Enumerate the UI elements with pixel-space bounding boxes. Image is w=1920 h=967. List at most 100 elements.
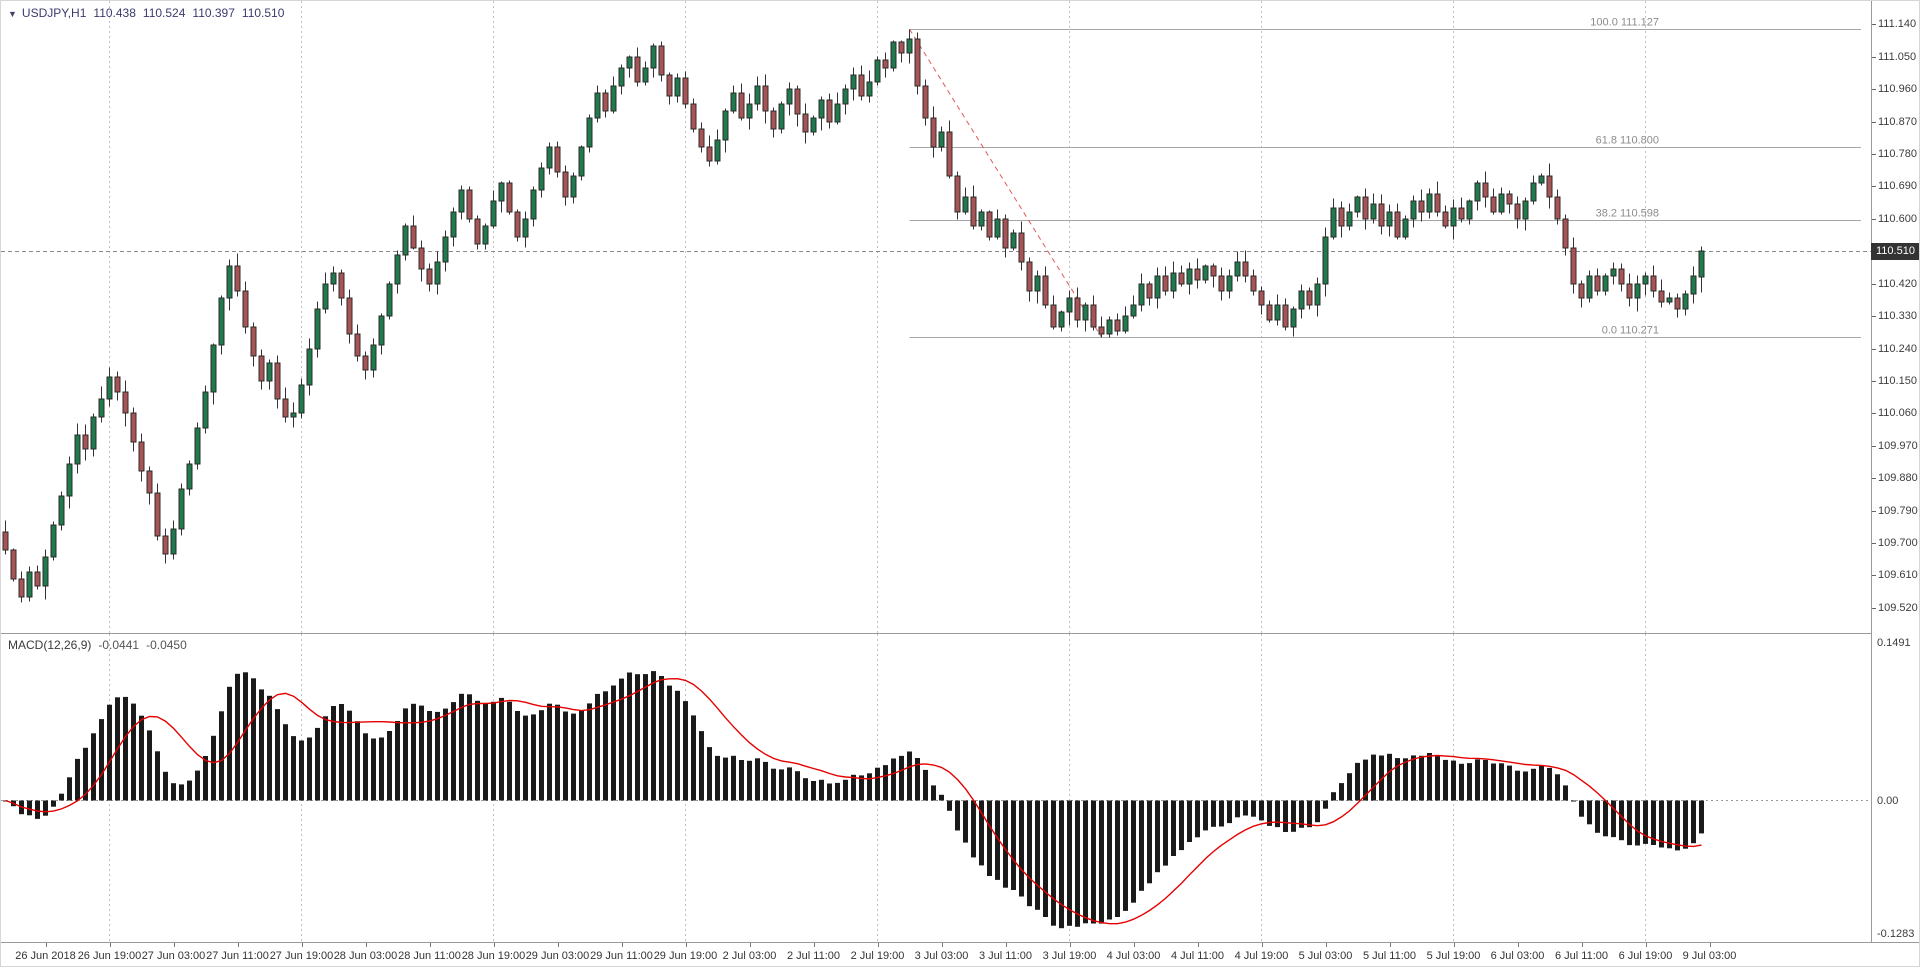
candle-body [842,88,849,105]
macd-histogram-bar [347,710,352,801]
macd-histogram-bar [459,693,464,801]
candle-body [1554,196,1561,220]
current-price-tag: 110.510 [1871,243,1919,260]
candle-body [1250,275,1257,292]
macd-histogram-bar [731,755,736,801]
candle-body [482,225,489,245]
macd-histogram-bar [51,800,56,807]
price-tick-label: 111.050 [1878,50,1917,63]
candle-body [1234,261,1241,277]
symbol-dropdown-icon[interactable]: ▼ [8,9,17,19]
macd-histogram-bar [667,685,672,801]
candle-body [986,211,993,238]
time-label: 3 Jul 03:00 [914,950,969,962]
macd-histogram-bar [619,678,624,801]
macd-histogram-bar [91,733,96,801]
candle-body [1498,193,1505,213]
macd-canvas[interactable] [1,634,1871,942]
macd-histogram-bar [339,704,344,801]
time-tick-mark [749,943,751,947]
macd-histogram-bar [1331,792,1336,801]
macd-histogram-bar [1435,755,1440,801]
candle-body [1018,232,1025,263]
candle-body [1618,268,1625,285]
candle-body [682,77,689,105]
macd-histogram-bar [1003,800,1008,888]
price-tick-label: 109.970 [1878,439,1918,452]
price-tick-label: 109.790 [1878,504,1918,517]
macd-histogram-bar [331,706,336,801]
macd-histogram-bar [27,800,32,816]
candle-body [450,211,457,238]
candle-body [1426,193,1433,213]
candle-body [1274,304,1281,321]
candle-body [1522,200,1529,220]
time-label: 26 Jun 2018 [15,950,76,962]
pane-separator-line[interactable] [1,633,1919,634]
macd-histogram-bar [859,775,864,801]
macd-histogram-bar [403,708,408,801]
macd-histogram-bar [1475,759,1480,801]
macd-histogram-bar [579,710,584,801]
macd-histogram-bar [483,703,488,801]
macd-histogram-bar [1251,800,1256,817]
candle-body [762,85,769,112]
macd-axis-label-zero: 0.00 [1877,794,1899,807]
candle-body [578,146,585,177]
price-tick-label: 110.330 [1878,310,1917,323]
candle-body [618,67,625,87]
candle-body [698,128,705,148]
time-tick-mark [1069,943,1071,947]
time-tick-mark [493,943,495,947]
macd-histogram-bar [1219,800,1224,827]
candle-body [1194,268,1201,281]
macd-histogram-bar [675,690,680,801]
macd-histogram-bar [379,737,384,801]
candle-body [746,103,753,119]
macd-histogram-bar [883,765,888,801]
fib-trend-line[interactable] [909,28,1102,338]
candle-body [826,99,833,123]
candle-body [1210,265,1217,277]
price-tick-mark [1872,446,1876,447]
candle-body [306,348,313,386]
macd-histogram-bar [1643,800,1648,844]
candle-body [402,225,409,256]
candle-body [1362,196,1369,220]
macd-histogram-bar [523,715,528,801]
time-axis[interactable]: 26 Jun 2018 26 Jun 19:00 27 Jun 03:00 27 Ju… [1,942,1919,966]
candle-body [1514,203,1521,220]
price-axis[interactable]: 111.140 111.050 110.960 110.870 110.780 110.6… [1871,1,1919,942]
macd-histogram-bar [1635,800,1640,846]
macd-main-value: -0.0441 [98,638,140,652]
price-chart-canvas[interactable]: 100.0 111.127 61.8 110.800 38.2 110.598 0.0… [1,1,1871,633]
price-tick-label: 110.780 [1878,148,1917,161]
macd-histogram-bar [155,751,160,801]
price-chart-plot[interactable]: 100.0 111.127 61.8 110.800 38.2 110.598 0.0… [1,1,1871,633]
time-tick-mark [1005,943,1007,947]
macd-histogram-bar [939,794,944,801]
candle-body [266,362,273,382]
macd-histogram-bar [1243,800,1248,816]
candle-body [1402,218,1409,238]
macd-histogram-bar [131,703,136,801]
macd-histogram-bar [843,779,848,801]
candle-body [1602,275,1609,292]
macd-histogram-bar [123,696,128,801]
macd-histogram-bar [43,800,48,816]
price-tick-label: 110.690 [1878,180,1917,193]
price-tick-mark [1872,219,1876,220]
price-tick-label: 110.060 [1878,407,1917,420]
macd-histogram-bar [907,751,912,801]
candle-body [1642,275,1649,285]
time-tick-mark [877,943,879,947]
macd-histogram-bar [251,678,256,801]
macd-histogram-bar [363,733,368,801]
macd-histogram-bar [387,731,392,801]
candle-body [258,355,265,382]
price-tick-label: 110.420 [1878,277,1917,290]
time-label: 6 Jul 19:00 [1618,950,1673,962]
candle-body [1338,207,1345,227]
price-tick-label: 111.140 [1878,18,1917,31]
macd-chart-plot[interactable] [1,634,1871,942]
